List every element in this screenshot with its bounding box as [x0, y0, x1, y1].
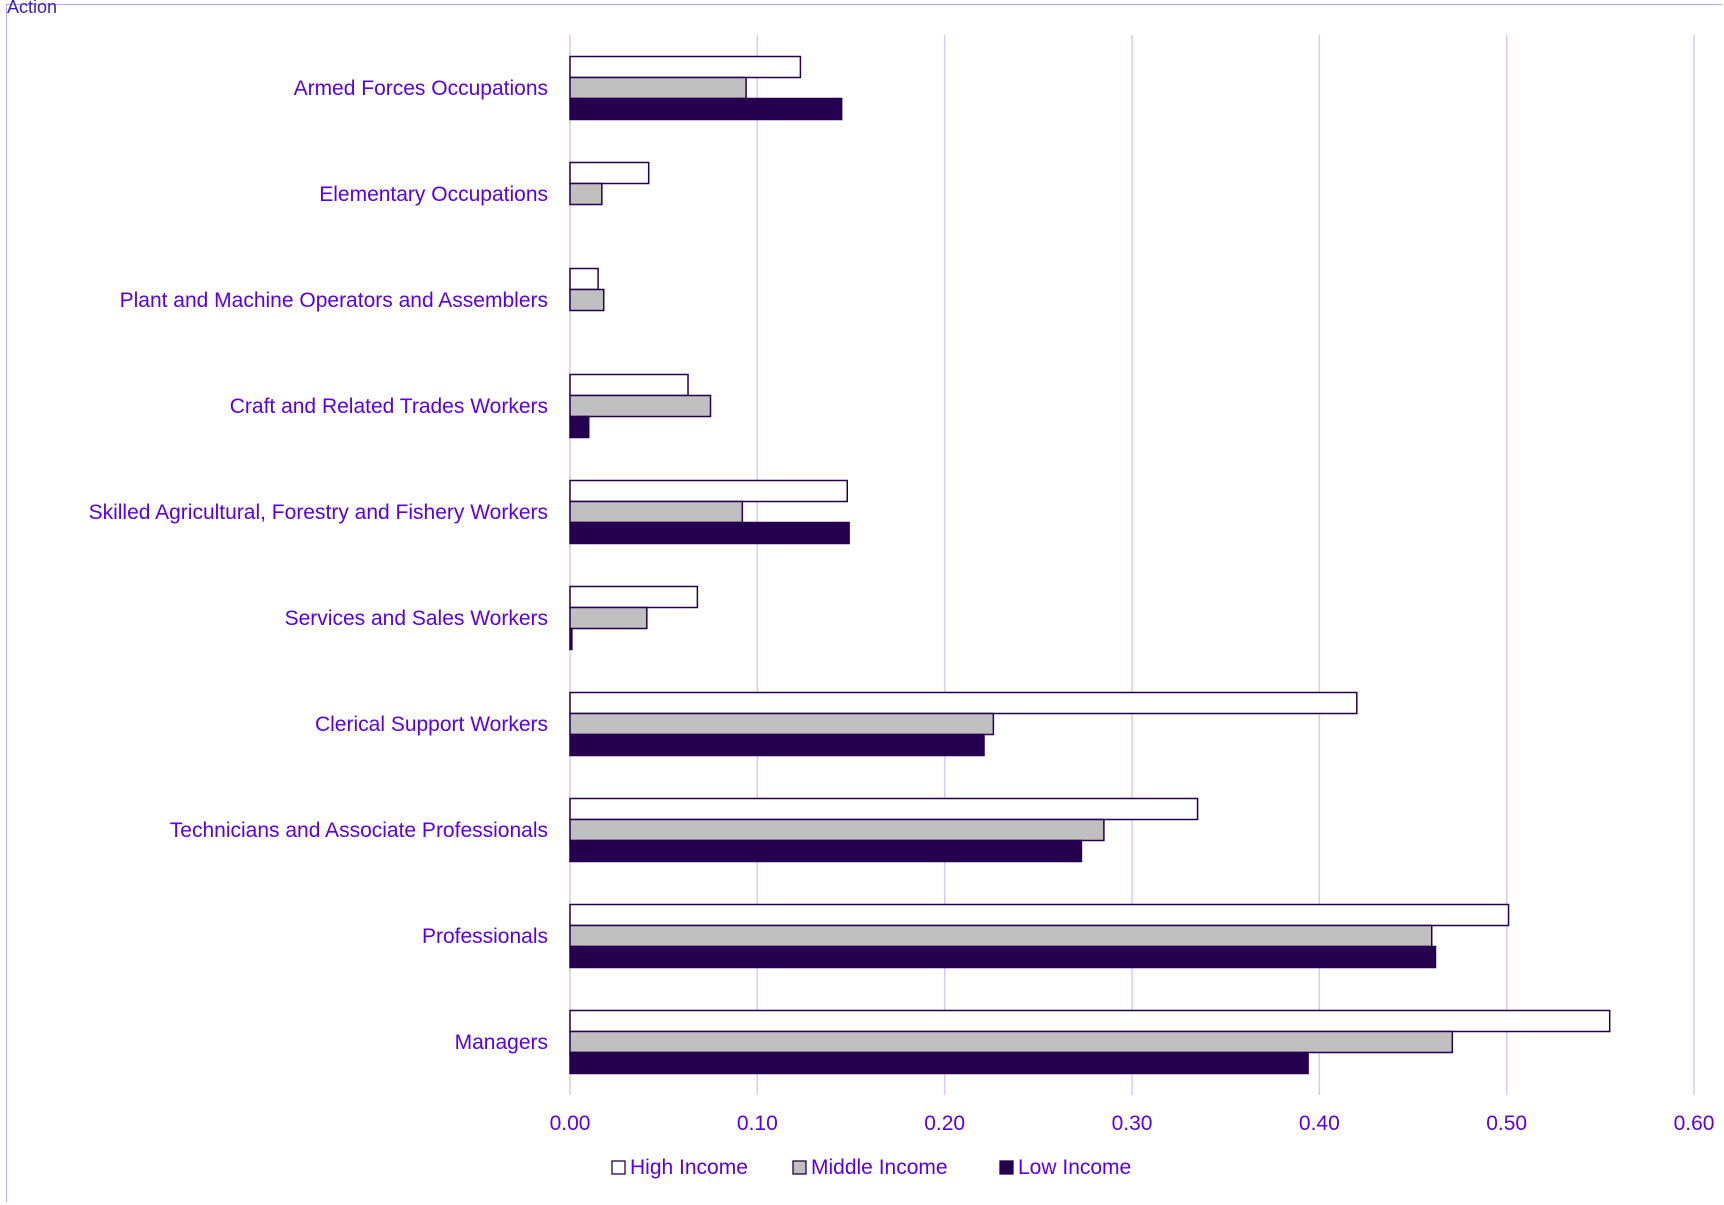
x-tick-label: 0.60	[1674, 1112, 1715, 1135]
x-tick-label: 0.10	[737, 1112, 778, 1135]
x-tick-label: 0.50	[1486, 1112, 1527, 1135]
category-label: Elementary Occupations	[319, 183, 548, 206]
category-label: Craft and Related Trades Workers	[230, 395, 548, 418]
bar-high-income	[569, 161, 650, 185]
bar-low-income	[569, 839, 1083, 863]
legend: High Income Middle Income Low Income	[611, 1156, 1131, 1179]
legend-swatch-low-income	[999, 1160, 1014, 1175]
bar-middle-income	[569, 76, 747, 100]
legend-label-high-income: High Income	[630, 1156, 748, 1179]
category-label: Technicians and Associate Professionals	[170, 819, 548, 842]
bar-low-income	[569, 415, 590, 439]
category-label: Managers	[455, 1031, 548, 1054]
bar-middle-income	[569, 182, 603, 206]
x-tick-label: 0.20	[924, 1112, 965, 1135]
bar-high-income	[569, 55, 802, 79]
bar-high-income	[569, 691, 1358, 715]
bar-high-income	[569, 267, 599, 291]
bar-high-income	[569, 585, 699, 609]
bar-low-income	[569, 97, 843, 121]
bar-middle-income	[569, 818, 1105, 842]
bar-low-income	[569, 1051, 1309, 1075]
bar-high-income	[569, 373, 689, 397]
category-label: Professionals	[422, 925, 548, 948]
bar-high-income	[569, 903, 1510, 927]
legend-label-low-income: Low Income	[1018, 1156, 1131, 1179]
chart-frame: Action	[6, 0, 1722, 1202]
bars	[569, 55, 1611, 1075]
category-labels: Armed Forces Occupations Elementary Occup…	[89, 77, 548, 1054]
legend-swatch-middle-income	[792, 1160, 807, 1175]
bar-middle-income	[569, 712, 995, 736]
bar-high-income	[569, 1009, 1611, 1033]
bar-low-income	[569, 733, 985, 757]
legend-swatch-high-income	[611, 1160, 626, 1175]
bar-middle-income	[569, 500, 744, 524]
category-label: Skilled Agricultural, Forestry and Fishe…	[89, 501, 548, 524]
category-label: Plant and Machine Operators and Assemble…	[120, 289, 548, 312]
bar-middle-income	[569, 394, 712, 418]
x-tick-label: 0.30	[1112, 1112, 1153, 1135]
bar-high-income	[569, 797, 1199, 821]
category-label: Services and Sales Workers	[285, 607, 548, 630]
x-tick-labels: 0.00 0.10 0.20 0.30 0.40 0.50 0.60	[550, 1112, 1715, 1135]
category-label: Armed Forces Occupations	[294, 77, 548, 100]
bar-high-income	[569, 479, 849, 503]
x-tick-label: 0.40	[1299, 1112, 1340, 1135]
category-label: Clerical Support Workers	[315, 713, 548, 736]
legend-label-middle-income: Middle Income	[811, 1156, 948, 1179]
bar-middle-income	[569, 288, 605, 312]
bar-middle-income	[569, 1030, 1454, 1054]
bar-middle-income	[569, 924, 1433, 948]
bar-low-income	[569, 627, 573, 651]
bar-low-income	[569, 521, 850, 545]
clipped-header-text: Action	[7, 0, 58, 17]
x-tick-label: 0.00	[550, 1112, 591, 1135]
bar-middle-income	[569, 606, 648, 630]
bar-low-income	[569, 945, 1437, 969]
